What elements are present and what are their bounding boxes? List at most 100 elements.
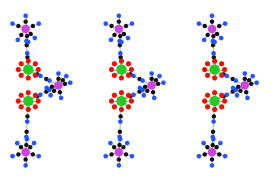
Point: [212, 108, 217, 111]
Point: [218, 142, 223, 145]
Point: [219, 36, 224, 40]
Point: [212, 77, 217, 80]
Point: [32, 142, 36, 145]
Point: [211, 35, 216, 38]
Point: [29, 33, 33, 36]
Point: [245, 96, 250, 99]
Point: [152, 96, 157, 99]
Point: [24, 40, 29, 43]
Point: [44, 86, 49, 89]
Point: [109, 100, 114, 103]
Point: [112, 62, 117, 65]
Point: [15, 142, 19, 145]
Point: [26, 77, 30, 80]
Point: [205, 74, 210, 77]
Point: [119, 68, 124, 71]
Point: [104, 22, 108, 25]
Point: [129, 68, 134, 71]
Point: [112, 74, 117, 77]
Point: [223, 22, 227, 25]
Point: [56, 72, 61, 75]
Point: [24, 143, 29, 146]
Point: [210, 20, 214, 23]
Point: [161, 81, 166, 84]
Point: [104, 155, 108, 158]
Point: [243, 72, 247, 75]
Point: [217, 25, 221, 28]
Point: [247, 79, 251, 82]
Point: [118, 138, 122, 141]
Point: [118, 52, 123, 55]
Point: [202, 153, 207, 156]
Point: [117, 27, 121, 30]
Point: [124, 153, 128, 156]
Point: [25, 120, 29, 123]
Point: [219, 105, 224, 108]
Point: [19, 105, 23, 108]
Point: [243, 77, 247, 80]
Point: [25, 138, 29, 141]
Point: [24, 164, 28, 167]
Point: [26, 100, 30, 103]
Point: [36, 100, 40, 103]
Point: [202, 38, 206, 41]
Point: [210, 14, 214, 17]
Point: [44, 77, 48, 81]
Point: [112, 33, 117, 36]
Point: [210, 158, 214, 161]
Point: [68, 81, 73, 84]
Point: [26, 40, 30, 43]
Point: [140, 79, 145, 82]
Point: [215, 33, 219, 36]
Point: [52, 89, 56, 92]
Point: [126, 74, 131, 77]
Point: [212, 60, 217, 63]
Point: [56, 84, 61, 87]
Point: [149, 72, 154, 75]
Point: [31, 153, 35, 156]
Point: [219, 62, 224, 65]
Point: [10, 155, 15, 158]
Point: [219, 74, 224, 77]
Point: [122, 33, 126, 36]
Point: [121, 146, 126, 149]
Point: [205, 105, 210, 108]
Point: [249, 82, 253, 85]
Point: [234, 88, 238, 91]
Point: [211, 120, 216, 123]
Point: [33, 62, 38, 65]
Point: [16, 153, 20, 156]
Point: [119, 91, 124, 94]
Point: [26, 68, 30, 71]
Point: [222, 73, 226, 76]
Point: [234, 79, 238, 82]
Point: [202, 68, 207, 71]
Point: [112, 94, 117, 97]
Point: [38, 93, 43, 96]
Point: [124, 25, 128, 28]
Point: [211, 138, 216, 141]
Point: [201, 142, 206, 145]
Point: [24, 27, 28, 30]
Point: [128, 95, 133, 98]
Point: [211, 143, 215, 146]
Point: [211, 52, 216, 55]
Point: [210, 27, 214, 30]
Point: [129, 100, 134, 103]
Point: [25, 52, 29, 55]
Point: [31, 25, 35, 28]
Point: [64, 75, 68, 78]
Point: [140, 88, 145, 91]
Point: [205, 62, 210, 65]
Point: [137, 77, 142, 81]
Point: [149, 77, 154, 80]
Point: [109, 68, 114, 71]
Point: [222, 95, 226, 98]
Point: [119, 60, 124, 63]
Point: [119, 40, 124, 43]
Point: [131, 74, 136, 77]
Point: [212, 91, 217, 94]
Point: [210, 164, 214, 167]
Point: [16, 38, 20, 41]
Point: [235, 94, 239, 97]
